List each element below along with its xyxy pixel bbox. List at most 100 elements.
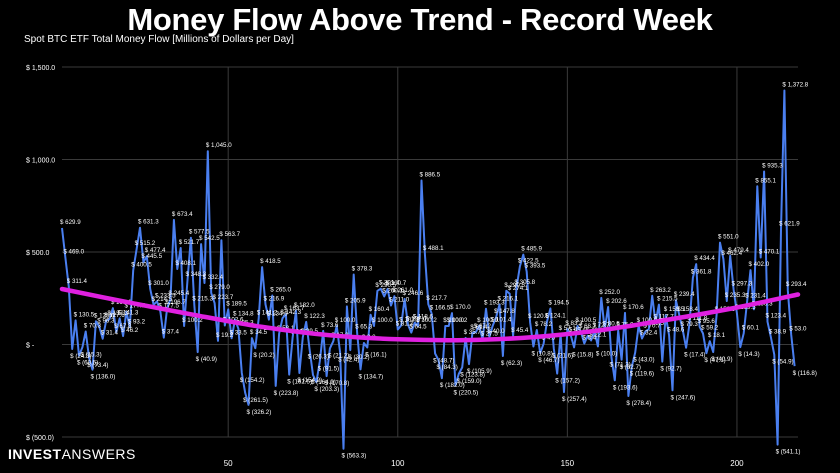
data-label: $ (71.3) bbox=[609, 362, 630, 369]
data-label: $ 134.8 bbox=[233, 311, 254, 318]
data-label: $ (136.0) bbox=[91, 374, 116, 381]
data-label: $ 72.7 bbox=[592, 322, 610, 329]
data-label: $ (40.9) bbox=[711, 356, 732, 363]
data-label: $ 147.8 bbox=[494, 308, 515, 315]
data-label: $ 261.0 bbox=[392, 287, 413, 294]
data-label: $ 134.6 bbox=[267, 311, 288, 318]
data-label: $ 301.4 bbox=[379, 280, 400, 287]
data-label: $ 194.5 bbox=[548, 300, 569, 307]
data-label: $ 73.6 bbox=[321, 322, 339, 329]
data-label: $ 469.0 bbox=[63, 249, 84, 256]
data-label: $ 214.5 bbox=[152, 296, 173, 303]
data-label: $ (116.8) bbox=[793, 370, 817, 377]
data-label: $ 215.3 bbox=[192, 296, 213, 303]
data-label: $ 123.4 bbox=[765, 313, 786, 320]
data-label: $ 577.5 bbox=[189, 229, 210, 236]
data-label: $ 100.2 bbox=[447, 317, 468, 324]
data-label: $ 488.1 bbox=[423, 245, 444, 252]
data-label: $ 193.3 bbox=[484, 300, 505, 307]
data-label: $ (17.4) bbox=[684, 352, 705, 359]
data-label: $ 445.5 bbox=[141, 253, 162, 260]
data-label: $ 32.4 bbox=[640, 330, 658, 337]
data-label: $ 158.4 bbox=[677, 306, 698, 313]
data-label: $ (43.0) bbox=[633, 356, 654, 363]
data-label: $ (223.8) bbox=[274, 390, 299, 397]
data-label: $ 233.5 bbox=[155, 292, 176, 299]
data-label: $ 61.4 bbox=[470, 324, 488, 331]
data-label: $ 170.0 bbox=[450, 304, 471, 311]
data-label: $ 107.0 bbox=[406, 316, 427, 323]
data-label: $ 93.2 bbox=[128, 318, 146, 325]
data-label: $ 101.4 bbox=[491, 317, 512, 324]
data-label: $ 418.5 bbox=[260, 258, 281, 265]
data-label: $ 935.3 bbox=[762, 162, 783, 169]
data-label: $ 216.9 bbox=[264, 295, 285, 302]
data-label: $ 100.2 bbox=[416, 317, 437, 324]
data-label: $ 59.2 bbox=[701, 325, 719, 332]
data-label: $ 100.0 bbox=[335, 317, 356, 324]
data-label: $ 100.0 bbox=[372, 317, 393, 324]
trend-layer bbox=[59, 286, 801, 343]
data-label: $ 260.1 bbox=[382, 287, 403, 294]
data-label: $ (105.9) bbox=[467, 368, 492, 375]
x-axis: 50 100 150 200 bbox=[224, 459, 744, 468]
data-label: $ (40.9) bbox=[196, 356, 217, 363]
data-label: $ 470.1 bbox=[759, 249, 780, 256]
y-tick-label: $ 1,500.0 bbox=[26, 65, 55, 72]
data-label: $ 37.4 bbox=[162, 329, 180, 336]
y-tick-label: $ 500.0 bbox=[26, 250, 49, 257]
data-label: $ (134.7) bbox=[358, 373, 383, 380]
data-label: $ 158.5 bbox=[664, 306, 685, 313]
data-label: $ 196.7 bbox=[165, 299, 186, 306]
data-label: $ 393.5 bbox=[525, 263, 546, 270]
trend-line bbox=[59, 286, 801, 343]
data-label: $ 81.3 bbox=[396, 320, 414, 327]
x-tick-label: 50 bbox=[224, 459, 233, 468]
data-label: $ 100.0 bbox=[637, 317, 658, 324]
data-label: $ 182.0 bbox=[294, 302, 315, 309]
data-label: $ (123.8) bbox=[460, 371, 485, 378]
data-label: $ (257.4) bbox=[562, 396, 587, 403]
data-label: $ 332.4 bbox=[202, 274, 223, 281]
data-label: $ 141.2 bbox=[257, 309, 278, 316]
data-label: $ (170.8) bbox=[325, 380, 350, 387]
chart-title: Money Flow Above Trend - Record Week bbox=[127, 2, 713, 37]
data-labels: $ 629.9 $ 469.0 $ 311.4 $ (24.3) $ 130.5 $ (6… bbox=[60, 82, 817, 460]
data-label: $ 67.8 bbox=[114, 323, 132, 330]
data-label: $ 64.5 bbox=[409, 324, 427, 331]
data-label: $ 434.4 bbox=[694, 255, 715, 262]
series-layer bbox=[61, 89, 796, 450]
data-label: $ (91.5) bbox=[318, 365, 339, 372]
data-label: $ 60.1 bbox=[742, 324, 760, 331]
data-label: $ 57.1 bbox=[559, 325, 577, 332]
data-label: $ 117.7 bbox=[654, 314, 675, 321]
data-label: $ (326.2) bbox=[247, 409, 272, 416]
data-label: $ 265.0 bbox=[270, 286, 291, 293]
data-label: $ (10.0) bbox=[596, 350, 617, 357]
data-label: $ (73.4) bbox=[87, 362, 108, 369]
data-label: $ (154.2) bbox=[297, 377, 322, 384]
data-label: $ 100.9 bbox=[477, 317, 498, 324]
data-label: $ 245.4 bbox=[169, 290, 190, 297]
data-label: $ 485.9 bbox=[521, 246, 542, 253]
data-label: $ 31.4 bbox=[101, 330, 119, 337]
data-label: $ 65.3 bbox=[355, 323, 373, 330]
data-label: $ 103.2 bbox=[399, 316, 420, 323]
data-label: $ 263.2 bbox=[650, 287, 671, 294]
data-label: $ 34.5 bbox=[250, 329, 268, 336]
data-label: $ 216.1 bbox=[498, 296, 519, 303]
data-label: $ 46.2 bbox=[121, 327, 139, 334]
data-label: $ 27.5 bbox=[481, 330, 499, 337]
data-label: $ 45.4 bbox=[511, 327, 529, 334]
data-label: $ 629.9 bbox=[60, 219, 81, 226]
data-label: $ 33.5 bbox=[230, 329, 248, 336]
data-label: $ 305.8 bbox=[514, 279, 535, 286]
data-label: $ (21.2) bbox=[328, 352, 349, 359]
data-label: $ 49.4 bbox=[569, 326, 587, 333]
data-label: $ 300.7 bbox=[386, 280, 407, 287]
x-tick-label: 150 bbox=[561, 459, 575, 468]
data-label: $ 125.6 bbox=[94, 312, 115, 319]
data-label: $ 211.0 bbox=[389, 296, 410, 303]
data-label: $ 4.3 bbox=[542, 335, 556, 342]
data-label: $ (247.6) bbox=[671, 394, 696, 401]
